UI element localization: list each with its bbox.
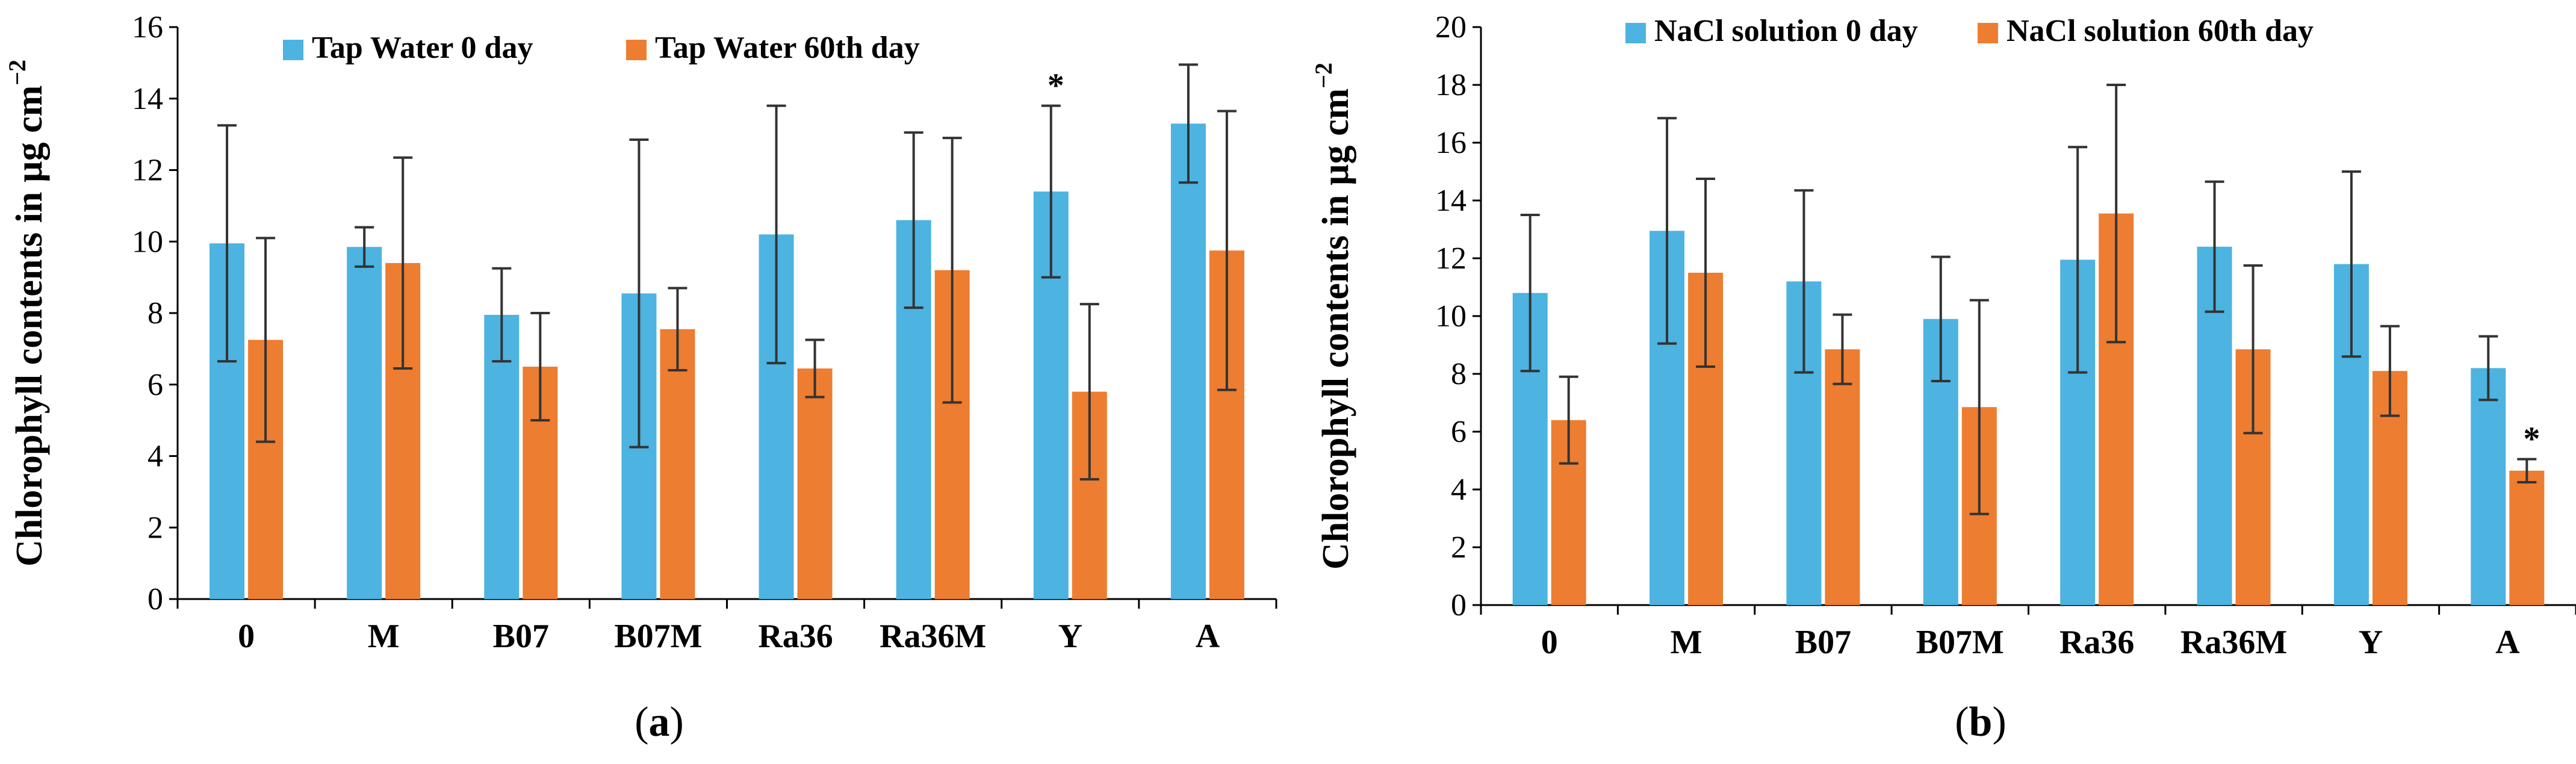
y-tick-label: 2 (1451, 530, 1466, 565)
y-tick-label: 16 (132, 10, 163, 45)
x-category-label: M (368, 618, 400, 655)
x-category-label: 0 (1541, 624, 1558, 661)
y-tick-label: 4 (147, 439, 163, 474)
bar-a-A-s0 (1170, 123, 1206, 599)
y-tick-label: 6 (1451, 415, 1466, 449)
y-tick-label: 14 (1435, 184, 1466, 218)
y-tick-label: 4 (1451, 473, 1466, 507)
legend-swatch (1625, 23, 1646, 43)
y-tick-label: 8 (1451, 357, 1466, 391)
y-tick-label: 16 (1435, 126, 1466, 160)
significance-star: * (1047, 67, 1064, 105)
y-tick-label: 20 (1435, 10, 1466, 45)
y-tick-label: 0 (147, 582, 163, 616)
bar-a-Ra36-s1 (797, 368, 833, 599)
bar-b-A-s1 (2509, 470, 2545, 605)
y-axis-title: Chlorophyll contents in µg cm−2 (4, 60, 50, 567)
y-tick-label: 18 (1435, 68, 1466, 102)
significance-star: * (2523, 421, 2540, 458)
panel-label: (a) (635, 699, 684, 745)
legend-label: NaCl solution 0 day (1654, 14, 1918, 48)
y-tick-label: 14 (132, 82, 163, 116)
x-category-label: Y (2359, 624, 2383, 661)
x-category-label: A (2495, 624, 2520, 661)
legend-swatch (626, 40, 647, 60)
x-category-label: Ra36M (2180, 624, 2287, 661)
x-category-label: B07M (614, 618, 702, 655)
bar-a-M-s0 (347, 247, 382, 599)
y-tick-label: 6 (147, 368, 163, 402)
y-tick-label: 0 (1451, 588, 1466, 623)
panel-label: (b) (1955, 699, 2006, 745)
bar-b-A-s0 (2471, 368, 2506, 605)
legend-label: NaCl solution 60th day (2006, 14, 2314, 48)
y-tick-label: 8 (147, 296, 163, 331)
x-category-label: Ra36 (2059, 624, 2134, 661)
y-axis-title: Chlorophyll contents in µg cm−2 (1310, 63, 1356, 570)
y-tick-label: 10 (132, 225, 163, 259)
chart-panel-b: 0 2 4 6 8 10 12 14 16 18 20 0 M B07 B07M Ra36 Ra36M Y A * Ch… (1310, 10, 2576, 745)
bar-b-B07-s1 (1825, 349, 1860, 605)
legend-swatch (283, 40, 303, 60)
x-category-label: 0 (238, 618, 255, 655)
x-category-label: Y (1058, 618, 1082, 655)
legend-label: Tap Water 0 day (312, 31, 533, 65)
x-category-label: B07 (493, 618, 549, 655)
legend-label: Tap Water 60th day (655, 31, 920, 65)
y-tick-label: 10 (1435, 299, 1466, 334)
x-category-label: M (1671, 624, 1702, 661)
y-tick-label: 2 (147, 511, 163, 545)
x-category-label: B07 (1795, 624, 1851, 661)
chart-panel-a: 0 2 4 6 8 10 12 14 16 0 M B07 B07M Ra36 Ra36M Y A * Chloro… (4, 10, 1277, 745)
bar-a-B07M-s1 (660, 329, 695, 599)
x-category-label: B07M (1916, 624, 2004, 661)
x-category-label: Ra36 (758, 618, 833, 655)
x-category-label: A (1196, 618, 1220, 655)
y-tick-label: 12 (132, 154, 163, 188)
x-category-label: Ra36M (880, 618, 986, 655)
legend-swatch (1978, 23, 1998, 43)
y-tick-label: 12 (1435, 241, 1466, 276)
